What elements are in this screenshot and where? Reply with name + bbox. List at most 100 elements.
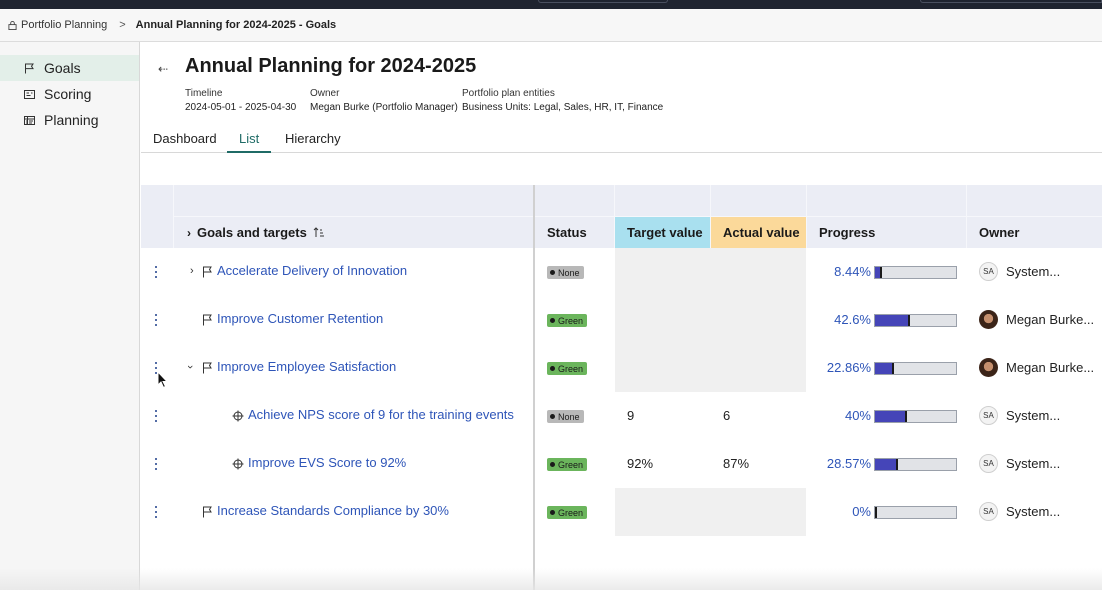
target-link[interactable]: Improve EVS Score to 92% — [248, 455, 407, 470]
target-link[interactable]: Achieve NPS score of 9 for the training … — [248, 407, 514, 422]
progress-bar — [874, 266, 957, 279]
sidebar-item-planning[interactable]: Planning — [0, 107, 139, 133]
column-header-actual[interactable]: Actual value — [711, 217, 806, 248]
expand-all-chevron-icon[interactable]: › — [187, 225, 191, 240]
meta-entities: Portfolio plan entities Business Units: … — [462, 87, 663, 115]
sidebar-item-scoring[interactable]: Scoring — [0, 81, 139, 107]
goal-link[interactable]: Accelerate Delivery of Innovation — [217, 263, 408, 278]
breadcrumb: Portfolio Planning > Annual Planning for… — [0, 9, 1102, 42]
progress-percent: 28.57% — [826, 456, 871, 471]
scoring-icon — [24, 89, 35, 99]
top-strip-control — [538, 0, 668, 3]
progress-percent: 22.86% — [826, 360, 871, 375]
table-row[interactable]: Achieve NPS score of 9 for the training … — [141, 392, 1102, 440]
progress-bar — [874, 314, 957, 327]
column-divider — [710, 185, 711, 248]
actual-value[interactable]: 87% — [723, 456, 750, 471]
chevron-right-icon: > — [119, 19, 126, 31]
top-strip-control — [920, 0, 1102, 3]
status-badge: None — [547, 266, 584, 279]
row-menu-icon[interactable] — [155, 506, 157, 518]
tab-list[interactable]: List — [227, 131, 272, 153]
progress-bar — [874, 410, 957, 423]
status-dot-icon — [550, 318, 555, 323]
actual-value[interactable]: 6 — [723, 408, 731, 423]
portfolio-icon — [8, 20, 17, 30]
avatar: SA — [979, 262, 998, 281]
column-divider — [614, 185, 615, 248]
target-icon — [232, 410, 244, 422]
tab-dashboard[interactable]: Dashboard — [153, 131, 217, 146]
breadcrumb-home[interactable]: Portfolio Planning — [8, 19, 107, 31]
goal-link[interactable]: Increase Standards Compliance by 30% — [217, 503, 449, 518]
progress-percent: 42.6% — [834, 312, 871, 327]
owner-name: System... — [1006, 456, 1061, 471]
table-row[interactable]: › Improve Employee Satisfaction Green 22… — [141, 344, 1102, 392]
chevron-right-icon[interactable]: › — [190, 265, 194, 277]
owner-name: System... — [1006, 408, 1061, 423]
breadcrumb-current: Annual Planning for 2024-2025 - Goals — [135, 19, 337, 31]
progress-fill — [875, 507, 877, 518]
goal-link[interactable]: Improve Customer Retention — [217, 311, 384, 326]
meta-owner: Owner Megan Burke (Portfolio Manager) — [310, 87, 458, 115]
sort-ascending-icon[interactable] — [313, 227, 325, 238]
table-row[interactable]: Improve Customer Retention Green 42.6% M… — [141, 296, 1102, 344]
tab-bar: Dashboard List Hierarchy — [141, 128, 1102, 153]
meta-value: 2024-05-01 - 2025-04-30 — [185, 102, 297, 113]
row-menu-icon[interactable] — [155, 458, 157, 470]
status-label: None — [558, 267, 580, 278]
progress-fill — [875, 459, 898, 470]
progress-fill — [875, 315, 910, 326]
flag-icon — [203, 506, 212, 518]
column-header-status[interactable]: Status — [547, 225, 587, 240]
table-row[interactable]: Improve EVS Score to 92% Green 92% 87% 2… — [141, 440, 1102, 488]
column-divider — [966, 185, 967, 248]
meta-timeline: Timeline 2024-05-01 - 2025-04-30 — [185, 87, 296, 115]
target-icon — [232, 458, 244, 470]
status-badge: Green — [547, 314, 588, 327]
row-menu-icon[interactable] — [155, 314, 157, 326]
row-menu-icon[interactable] — [155, 266, 157, 278]
sidebar-item-label: Planning — [44, 112, 99, 128]
meta-label: Portfolio plan entities — [462, 88, 555, 99]
sidebar-item-goals[interactable]: Goals — [0, 55, 139, 81]
target-value[interactable]: 92% — [627, 456, 654, 471]
meta-value: Business Units: Legal, Sales, HR, IT, Fi… — [462, 102, 664, 113]
frozen-column-divider[interactable] — [533, 185, 535, 590]
main-content: ⇠ Annual Planning for 2024-2025 Timeline… — [141, 42, 1102, 590]
column-header-goals[interactable]: › Goals and targets — [173, 217, 533, 248]
column-header-progress[interactable]: Progress — [819, 225, 876, 240]
page-title: Annual Planning for 2024-2025 — [185, 55, 477, 77]
target-value[interactable]: 9 — [627, 408, 635, 423]
owner-name: Megan Burke... — [1006, 312, 1095, 327]
column-header-label: Goals and targets — [197, 225, 307, 240]
chevron-down-icon[interactable]: › — [183, 365, 196, 369]
progress-percent: 8.44% — [834, 264, 871, 279]
table-row[interactable]: › Accelerate Delivery of Innovation None… — [141, 248, 1102, 296]
row-menu-icon[interactable] — [155, 410, 157, 422]
goal-link[interactable]: Improve Employee Satisfaction — [217, 359, 397, 374]
progress-percent: 0% — [852, 504, 871, 519]
header-divider — [173, 216, 1102, 217]
empty-value-cell — [615, 296, 806, 344]
status-label: None — [558, 411, 580, 422]
table-row[interactable]: Increase Standards Compliance by 30% Gre… — [141, 488, 1102, 536]
progress-fill — [875, 267, 882, 278]
status-dot-icon — [550, 414, 555, 419]
column-header-target[interactable]: Target value — [615, 217, 710, 248]
status-label: Green — [558, 363, 584, 374]
avatar — [979, 310, 998, 329]
status-dot-icon — [550, 366, 555, 371]
collapse-panel-icon[interactable]: ⇠ — [158, 62, 169, 76]
progress-bar — [874, 458, 957, 471]
column-header-owner[interactable]: Owner — [979, 225, 1020, 240]
tab-hierarchy[interactable]: Hierarchy — [285, 131, 341, 146]
avatar — [979, 358, 998, 377]
sidebar-item-label: Scoring — [44, 86, 92, 102]
meta-label: Owner — [310, 88, 340, 99]
flag-icon — [203, 314, 212, 326]
progress-fill — [875, 411, 907, 422]
mouse-cursor-icon — [157, 371, 169, 389]
flag-icon — [203, 362, 212, 374]
row-menu-icon[interactable] — [155, 362, 157, 374]
